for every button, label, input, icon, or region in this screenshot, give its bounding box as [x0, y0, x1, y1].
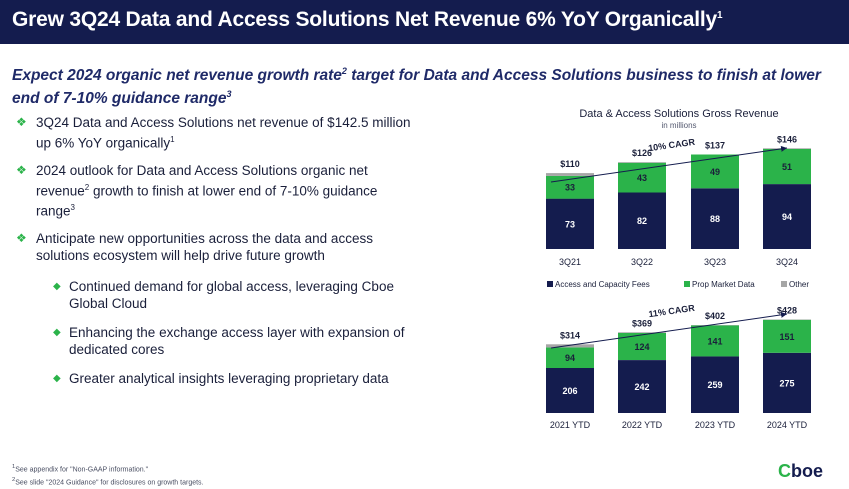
data-label: 33: [565, 183, 575, 193]
data-label: 49: [710, 167, 720, 177]
total-label: $428: [777, 305, 797, 315]
data-label: 242: [634, 382, 649, 392]
category-label: 2024 YTD: [767, 420, 808, 430]
legend-label: Other: [789, 280, 809, 289]
cagr-label: 10% CAGR: [648, 137, 696, 154]
data-label: 94: [782, 212, 792, 222]
cboe-logo: Cboe: [778, 461, 823, 482]
data-label: 141: [707, 336, 722, 346]
data-label: 88: [710, 214, 720, 224]
data-label: 51: [782, 162, 792, 172]
cagr-arrow: [551, 148, 787, 182]
category-label: 3Q21: [559, 257, 581, 267]
bar-segment: [546, 173, 594, 176]
data-label: 259: [707, 380, 722, 390]
bar-segment: [618, 162, 666, 163]
chart-title: Data & Access Solutions Gross Revenue: [579, 108, 778, 120]
total-label: $137: [705, 141, 725, 151]
data-label: 94: [565, 353, 575, 363]
category-label: 3Q22: [631, 257, 653, 267]
chart-subtitle: in millions: [661, 121, 696, 130]
data-label: 43: [637, 173, 647, 183]
legend-label: Prop Market Data: [692, 280, 755, 289]
total-label: $314: [560, 330, 580, 340]
footnote: 1See appendix for "Non-GAAP information.…: [12, 462, 204, 475]
data-label: 151: [779, 332, 794, 342]
total-label: $369: [632, 318, 652, 328]
quarterly-bar-chart: 7333$1103Q218243$1263Q228849$1373Q239451…: [546, 134, 811, 267]
legend-swatch: [781, 281, 787, 287]
cagr-label: 11% CAGR: [648, 303, 696, 319]
category-label: 2023 YTD: [695, 420, 736, 430]
total-label: $402: [705, 311, 725, 321]
data-label: 124: [634, 342, 649, 352]
data-label: 206: [562, 386, 577, 396]
category-label: 3Q23: [704, 257, 726, 267]
ytd-bar-chart: 206 94 $314 2021 YTD 242 124 $369 2022 YTD 259 14…: [546, 303, 811, 430]
data-label: 82: [637, 216, 647, 226]
legend-swatch: [547, 281, 553, 287]
category-label: 2021 YTD: [550, 420, 591, 430]
total-label: $146: [777, 134, 797, 144]
footnote: 2See slide "2024 Guidance" for disclosur…: [12, 475, 204, 488]
legend-swatch: [684, 281, 690, 287]
legend-label: Access and Capacity Fees: [555, 280, 650, 289]
category-label: 3Q24: [776, 257, 798, 267]
total-label: $110: [560, 159, 580, 169]
data-label: 73: [565, 219, 575, 229]
cagr-arrow: [551, 314, 787, 348]
data-label: 275: [779, 378, 794, 388]
chart-legend: Access and Capacity Fees Prop Market Data…: [547, 280, 809, 289]
footnotes: 1See appendix for "Non-GAAP information.…: [12, 462, 204, 489]
category-label: 2022 YTD: [622, 420, 663, 430]
